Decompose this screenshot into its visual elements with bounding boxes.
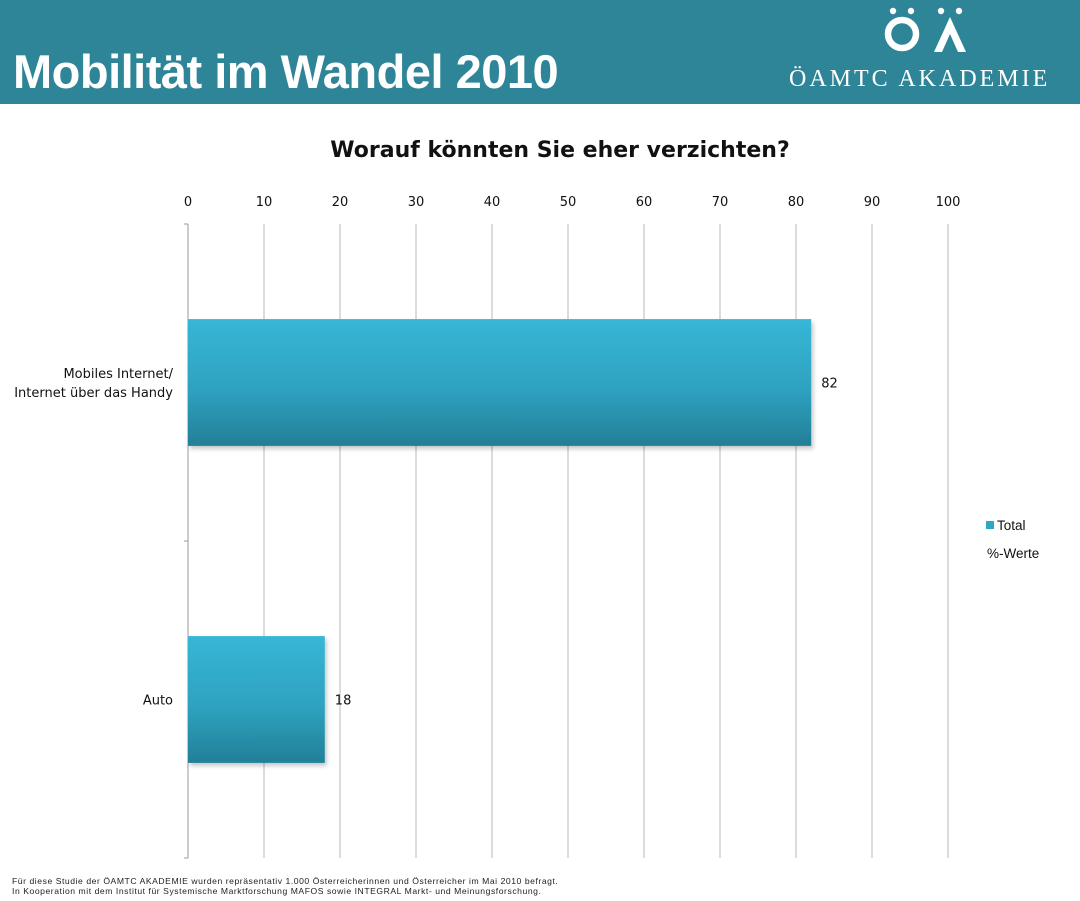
bar-chart: Worauf könnten Sie eher verzichten? 0 10 2…: [14, 138, 1039, 859]
category-label: Mobiles Internet/Internet über das Handy: [14, 367, 173, 401]
footer-line-1: Für diese Studie der ÖAMTC AKADEMIE wurd…: [12, 876, 559, 886]
category-label-line: Mobiles Internet/: [63, 367, 173, 382]
x-tick-label: 100: [936, 195, 961, 210]
x-tick-label: 60: [636, 195, 653, 210]
legend-label: Total: [997, 518, 1026, 533]
bar: [188, 636, 325, 763]
footer-line-2: In Kooperation mit dem Institut für Syst…: [12, 886, 542, 896]
x-tick-label: 20: [332, 195, 349, 210]
x-tick-label: 40: [484, 195, 501, 210]
oeamtc-logo-icon: [884, 7, 966, 52]
x-tick-label: 80: [788, 195, 805, 210]
category-label-line: Auto: [143, 694, 173, 709]
x-tick-label: 50: [560, 195, 577, 210]
data-label: 82: [821, 377, 838, 392]
logo-text: ÖAMTC AKADEMIE: [789, 66, 1051, 92]
category-label-line: Internet über das Handy: [14, 386, 173, 401]
page-title: Mobilität im Wandel 2010: [13, 45, 559, 98]
data-label: 18: [335, 694, 352, 709]
x-tick-label: 70: [712, 195, 729, 210]
legend-swatch: [986, 521, 994, 529]
x-tick-label: 0: [184, 195, 192, 210]
x-tick-label: 10: [256, 195, 273, 210]
category-label: Auto: [143, 694, 173, 709]
legend-note: %-Werte: [987, 546, 1039, 561]
x-tick-label: 90: [864, 195, 881, 210]
header-bar: Mobilität im Wandel 2010 ÖAMTC AKADEMIE: [0, 0, 1080, 104]
bar: [188, 319, 812, 446]
x-tick-label: 30: [408, 195, 425, 210]
footer-note: Für diese Studie der ÖAMTC AKADEMIE wurd…: [12, 876, 558, 896]
chart-title: Worauf könnten Sie eher verzichten?: [330, 138, 789, 163]
